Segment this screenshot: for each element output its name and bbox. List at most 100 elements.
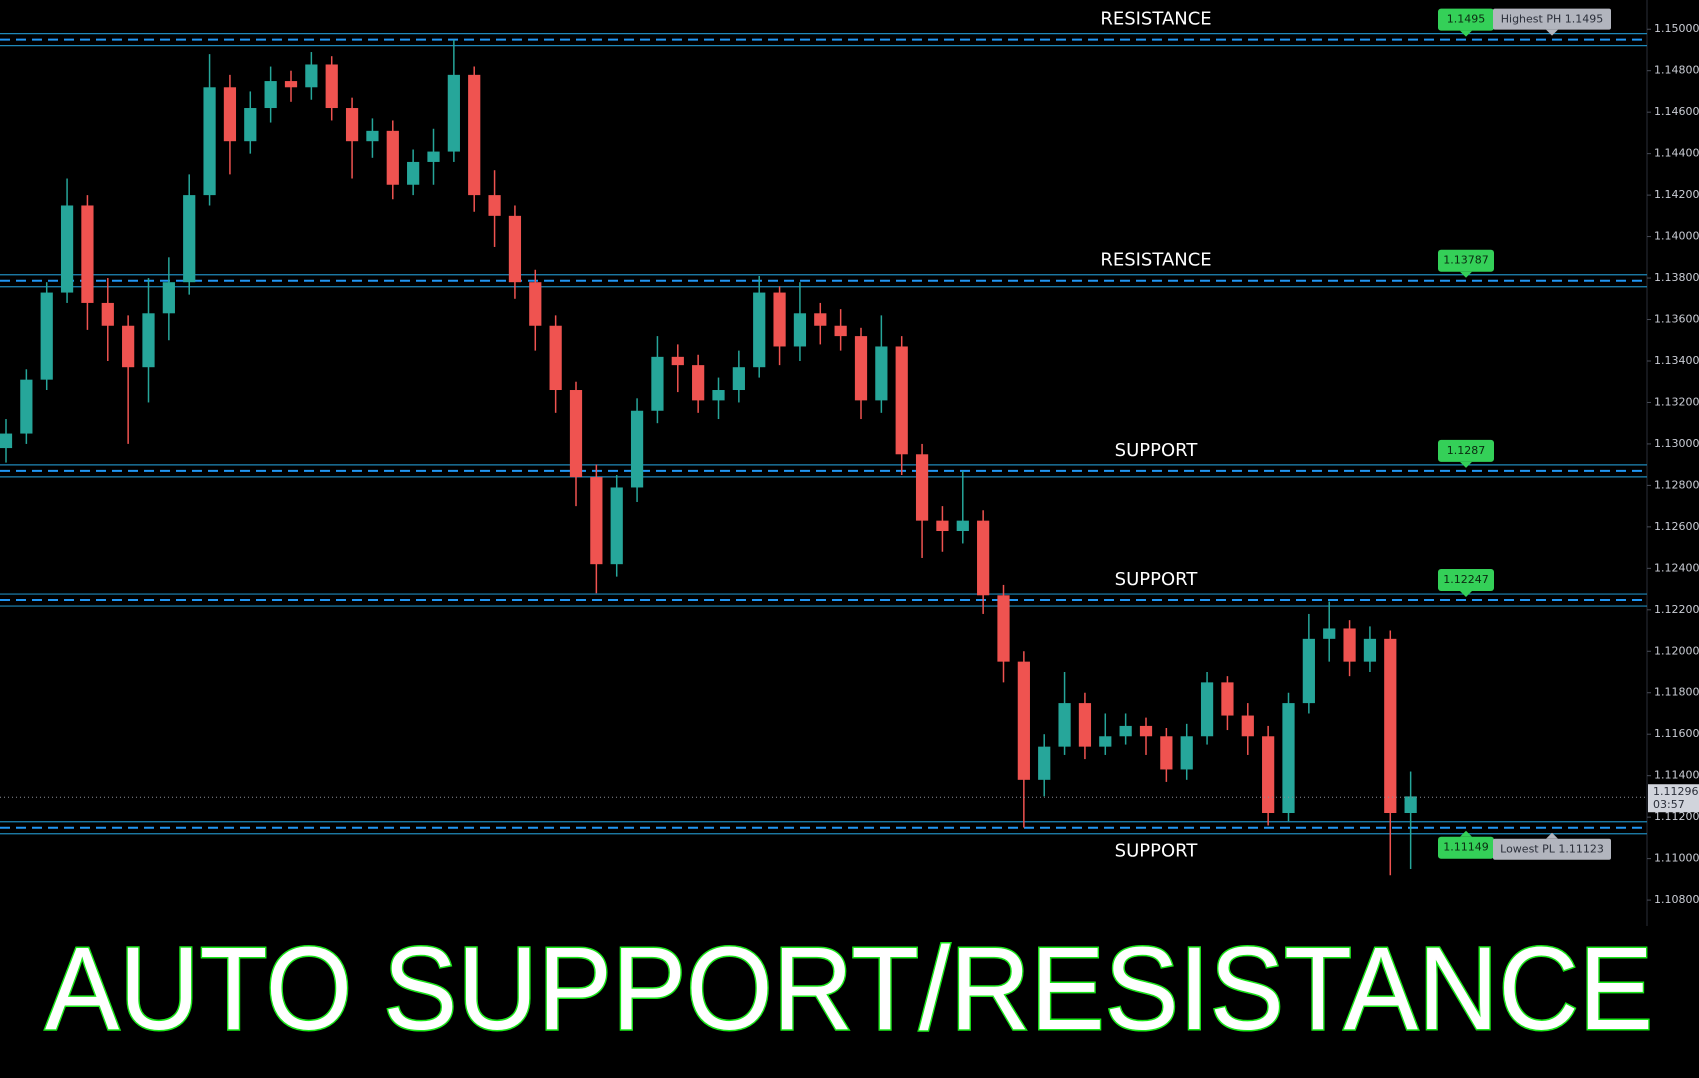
candle-body <box>1363 638 1377 662</box>
level-tag-pointer <box>1460 830 1472 837</box>
y-tick-label: 1.10800 <box>1654 893 1699 906</box>
level-price-tag <box>1438 8 1494 31</box>
level-price-label: 1.1495 <box>1447 13 1486 26</box>
candle-body <box>183 195 196 283</box>
candle-body <box>692 365 705 401</box>
candle-body <box>630 410 644 488</box>
y-tick-label: 1.12400 <box>1654 561 1699 574</box>
candle-body <box>936 520 949 532</box>
candle-body <box>1038 746 1051 780</box>
level-tag-pointer <box>1460 271 1472 278</box>
candle-body <box>590 477 603 565</box>
y-tick-label: 1.11400 <box>1654 769 1699 782</box>
candle-body <box>447 74 460 152</box>
candle-body <box>753 292 766 368</box>
extreme-note: Lowest PL 1.11123 <box>1500 843 1604 856</box>
extreme-note-pointer <box>1546 832 1558 839</box>
y-tick-label: 1.14200 <box>1654 188 1699 201</box>
overlay: 1.10800 1.11000 1.11200 1.11400 1.11600 1.118… <box>0 9 1699 906</box>
candle-body <box>305 64 318 88</box>
level-label: RESISTANCE <box>1100 9 1211 30</box>
level-price-tag <box>1438 249 1494 272</box>
candle-body <box>60 205 74 293</box>
y-tick-label: 1.15000 <box>1654 22 1699 35</box>
candle-body <box>427 151 440 162</box>
candle-body <box>651 356 664 411</box>
current-price-tag <box>1648 784 1699 813</box>
y-tick-label: 1.12200 <box>1654 603 1699 616</box>
candle-body <box>814 313 827 326</box>
level-price-tag <box>1438 836 1494 859</box>
candle-body <box>162 282 175 314</box>
candle-body <box>264 81 277 109</box>
level-label: RESISTANCE <box>1100 250 1211 271</box>
candle-body <box>488 195 501 216</box>
candle-body <box>610 487 623 565</box>
candle-body <box>956 520 969 532</box>
levels <box>0 33 1647 835</box>
candle-body <box>529 282 542 326</box>
candle-body <box>854 336 868 401</box>
level-price-label: 1.13787 <box>1443 254 1489 267</box>
candle-body <box>1139 725 1153 737</box>
candle-body <box>468 74 481 196</box>
y-tick-label: 1.14400 <box>1654 147 1699 160</box>
candle-body <box>549 325 562 391</box>
extreme-note-tag <box>1493 8 1611 30</box>
y-tick-label: 1.14800 <box>1654 64 1699 77</box>
level-label: SUPPORT <box>1115 440 1199 461</box>
current-price-label: 1.11296 <box>1653 785 1699 798</box>
candle-body <box>977 520 990 596</box>
extreme-note-pointer <box>1546 29 1558 36</box>
candle-body <box>386 130 399 185</box>
candle-body <box>325 64 338 109</box>
candle-body <box>875 346 888 401</box>
candle-body <box>569 390 583 478</box>
level-label: SUPPORT <box>1115 841 1199 862</box>
candle-body <box>508 215 522 283</box>
level-tag-pointer <box>1460 461 1472 468</box>
candle-body <box>1200 682 1214 737</box>
candle-body <box>244 108 257 142</box>
candle-body <box>1119 725 1132 737</box>
y-tick-label: 1.11800 <box>1654 686 1699 699</box>
level-price-tag <box>1438 439 1494 462</box>
level-label: SUPPORT <box>1115 569 1199 590</box>
chart-title: AUTO SUPPORT/RESISTANCE <box>45 923 1653 1055</box>
candle-body <box>1241 715 1254 737</box>
candle-body <box>81 205 94 303</box>
candle-body <box>366 130 379 142</box>
y-tick-label: 1.14600 <box>1654 105 1699 118</box>
level-price-label: 1.11149 <box>1443 841 1489 854</box>
candle-body <box>284 81 298 88</box>
y-tick-label: 1.13600 <box>1654 313 1699 326</box>
y-tick-label: 1.13800 <box>1654 271 1699 284</box>
candle-body <box>223 87 237 142</box>
candle-body <box>1282 703 1295 813</box>
candle-body <box>671 356 684 366</box>
candle-body <box>915 454 929 521</box>
candle-body <box>1058 703 1071 747</box>
candle-body <box>1099 736 1112 747</box>
candle-body <box>1221 682 1234 716</box>
extreme-note-tag <box>1493 838 1611 860</box>
candle-body <box>0 433 13 449</box>
extreme-note: Highest PH 1.1495 <box>1501 13 1603 26</box>
candle-body <box>142 313 155 368</box>
level-tag-pointer <box>1460 591 1472 598</box>
candles <box>0 39 1417 876</box>
level-price-label: 1.1287 <box>1447 444 1486 457</box>
candle-body <box>997 595 1010 662</box>
y-tick-label: 1.12000 <box>1654 644 1699 657</box>
candle-body <box>732 367 745 391</box>
candle-body <box>773 292 786 347</box>
candle-body <box>1078 703 1092 747</box>
candle-body <box>101 302 114 326</box>
candle-body <box>895 346 908 455</box>
candle-body <box>203 87 216 196</box>
y-tick-label: 1.13200 <box>1654 395 1699 408</box>
level-tag-pointer <box>1460 30 1472 37</box>
y-tick-label: 1.11600 <box>1654 727 1699 740</box>
level-price-label: 1.12247 <box>1443 573 1489 586</box>
